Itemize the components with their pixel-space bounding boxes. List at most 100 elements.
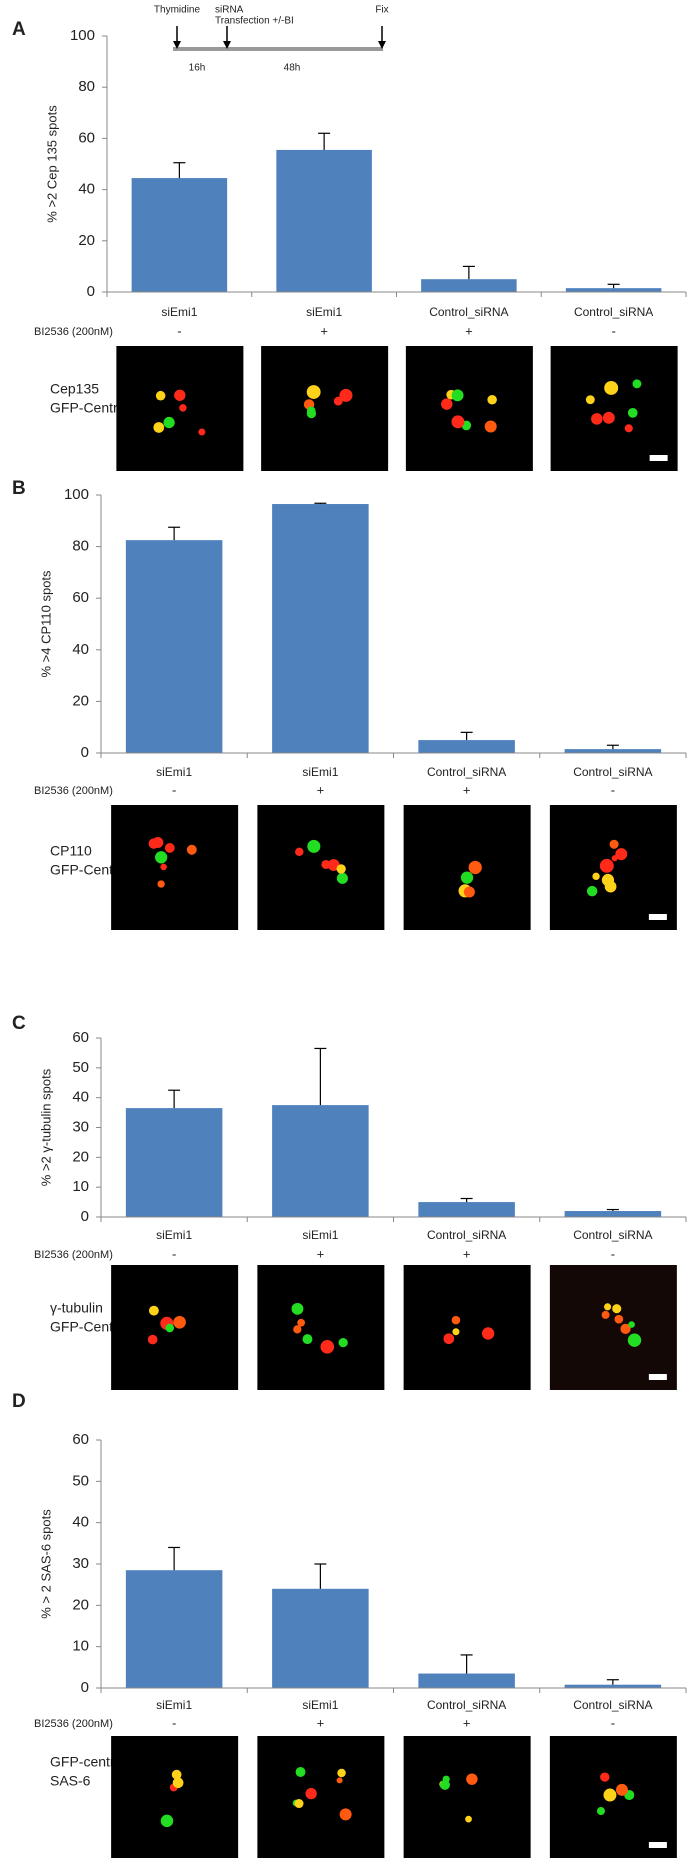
bar bbox=[125, 1570, 223, 1688]
spot bbox=[604, 381, 619, 395]
timeline-interval: 48h bbox=[284, 63, 301, 74]
y-axis-title: % >2 Cep 135 spots bbox=[44, 105, 59, 223]
spot bbox=[336, 864, 346, 874]
spot bbox=[297, 1318, 306, 1327]
y-tick-label: 10 bbox=[72, 1178, 89, 1195]
treatment-label: BI2536 (200nM) bbox=[34, 1249, 113, 1261]
spot bbox=[291, 1302, 304, 1315]
y-tick-label: 40 bbox=[72, 1514, 89, 1531]
x-tick-label: siEmi1 bbox=[302, 1228, 338, 1242]
y-tick-label: 30 bbox=[72, 1555, 89, 1572]
spot bbox=[466, 1773, 478, 1785]
micrograph bbox=[257, 1736, 385, 1858]
y-tick-label: 60 bbox=[72, 1029, 89, 1046]
y-tick-label: 0 bbox=[87, 283, 95, 300]
treatment-value: - bbox=[172, 1246, 176, 1261]
spot bbox=[442, 1775, 450, 1783]
spot bbox=[443, 1333, 455, 1345]
timeline-event: siRNA bbox=[215, 5, 244, 16]
spot bbox=[165, 1323, 175, 1333]
x-tick-label: Control_siRNA bbox=[573, 1698, 652, 1712]
y-tick-label: 10 bbox=[72, 1638, 89, 1655]
timeline-event: Thymidine bbox=[154, 5, 201, 16]
spot bbox=[164, 843, 175, 853]
treatment-value: + bbox=[317, 1715, 325, 1730]
spot bbox=[592, 872, 600, 881]
y-tick-label: 100 bbox=[70, 27, 95, 44]
spot bbox=[147, 1334, 158, 1345]
timeline-event: Transfection +/-BI bbox=[215, 16, 294, 27]
spot bbox=[305, 1787, 317, 1800]
micrograph bbox=[403, 1736, 531, 1858]
spot bbox=[591, 413, 603, 425]
spot bbox=[585, 395, 595, 405]
timeline-arrowhead bbox=[223, 41, 231, 49]
spot bbox=[173, 1315, 186, 1329]
x-tick-label: siEmi1 bbox=[306, 305, 342, 319]
spot bbox=[198, 428, 206, 436]
spot bbox=[452, 1328, 460, 1336]
spot bbox=[632, 379, 642, 389]
treatment-value: + bbox=[317, 782, 325, 797]
image-label: GFP-Centrin bbox=[50, 862, 129, 878]
spot bbox=[295, 1767, 306, 1777]
spot bbox=[321, 859, 331, 869]
spot bbox=[306, 409, 317, 419]
bar bbox=[272, 504, 369, 753]
spot bbox=[152, 837, 164, 849]
x-tick-label: Control_siRNA bbox=[573, 1228, 652, 1242]
spot bbox=[451, 1315, 461, 1325]
y-tick-label: 20 bbox=[78, 232, 95, 249]
spot bbox=[602, 411, 615, 424]
x-tick-label: Control_siRNA bbox=[574, 305, 653, 319]
spot bbox=[336, 1777, 343, 1784]
micrograph bbox=[111, 1736, 239, 1858]
spot bbox=[336, 872, 348, 884]
treatment-value: - bbox=[172, 1715, 176, 1730]
spot bbox=[179, 404, 187, 412]
treatment-value: - bbox=[177, 323, 181, 338]
spot bbox=[154, 851, 168, 864]
x-tick-label: siEmi1 bbox=[161, 305, 197, 319]
treatment-value: - bbox=[611, 1715, 615, 1730]
treatment-value: - bbox=[611, 1246, 615, 1261]
spot bbox=[468, 860, 482, 875]
spot bbox=[599, 858, 614, 873]
micrograph bbox=[261, 346, 389, 471]
spot bbox=[460, 871, 474, 884]
panel-letter: D bbox=[12, 1391, 26, 1412]
timeline-interval: 16h bbox=[189, 63, 206, 74]
spot bbox=[615, 848, 628, 861]
spot bbox=[481, 1327, 495, 1340]
spot bbox=[451, 415, 465, 429]
micrograph bbox=[111, 805, 239, 930]
y-tick-label: 80 bbox=[78, 78, 95, 95]
spot bbox=[338, 1337, 348, 1348]
spot bbox=[307, 839, 321, 853]
treatment-value: - bbox=[172, 782, 176, 797]
image-label: Cep135 bbox=[50, 381, 99, 397]
y-tick-label: 60 bbox=[72, 1431, 89, 1448]
panel-letter: C bbox=[12, 1013, 26, 1034]
spot bbox=[302, 1334, 313, 1345]
spot bbox=[163, 416, 175, 429]
spot bbox=[620, 1323, 631, 1334]
micrograph bbox=[550, 346, 678, 471]
spot bbox=[614, 1314, 624, 1324]
spot bbox=[155, 390, 166, 401]
x-tick-label: siEmi1 bbox=[302, 765, 338, 779]
spot bbox=[160, 1814, 174, 1828]
y-tick-label: 40 bbox=[72, 1089, 89, 1106]
spot bbox=[306, 385, 321, 399]
y-tick-label: 0 bbox=[81, 1208, 89, 1225]
micrograph bbox=[111, 1265, 239, 1390]
spot bbox=[293, 1325, 302, 1334]
spot bbox=[171, 1769, 182, 1780]
treatment-value: + bbox=[463, 1246, 471, 1261]
treatment-label: BI2536 (200nM) bbox=[34, 785, 113, 797]
y-tick-label: 50 bbox=[72, 1472, 89, 1489]
spot bbox=[294, 1799, 304, 1809]
spot bbox=[174, 389, 186, 401]
bar bbox=[131, 178, 228, 292]
